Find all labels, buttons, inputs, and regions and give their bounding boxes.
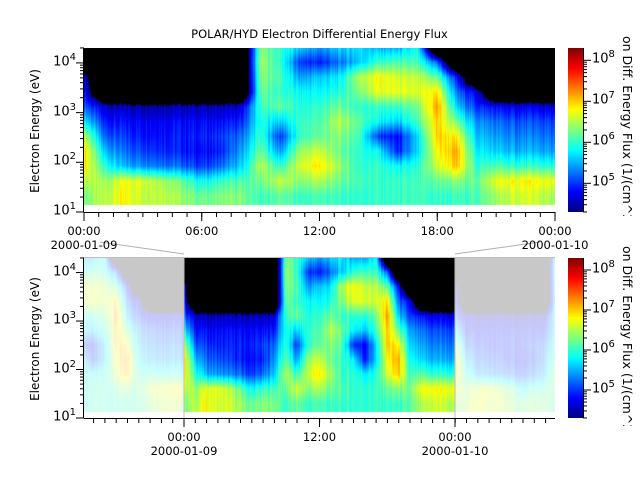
x-tick-time: 00:00: [67, 224, 101, 238]
context-connector-right: [454, 241, 541, 255]
tick-exponent: 2: [69, 358, 76, 370]
tick-exponent: 5: [608, 172, 615, 184]
tick-exponent: 7: [608, 299, 615, 310]
y-tick-label: 104: [26, 262, 76, 279]
tick-exponent: 1: [69, 407, 76, 418]
x-tick-time: 00:00: [438, 430, 472, 444]
x-tick-label: 06:00: [162, 224, 242, 238]
x-tick-label: 00:00 2000-01-10: [415, 430, 495, 458]
x-tick-label: 00:00 2000-01-10: [515, 224, 595, 252]
tick-base: 10: [53, 54, 70, 70]
context-connector-left: [99, 241, 185, 255]
x-tick-time: 12:00: [302, 224, 337, 238]
tick-base: 10: [592, 92, 609, 108]
x-tick-label: 00:00 2000-01-09: [44, 224, 124, 252]
colorbar-bottom: [568, 258, 583, 418]
spectrogram-bottom: [84, 258, 555, 418]
colorbar-label-bottom: on Diff. Energy Flux (1/(cm^2: [620, 246, 638, 426]
x-tick-label: 12:00: [280, 430, 360, 444]
tick-exponent: 3: [69, 310, 76, 322]
tick-base: 10: [592, 261, 609, 277]
x-tick-time: 12:00: [302, 430, 337, 444]
colorbar-tick-label: 108: [592, 259, 615, 276]
tick-base: 10: [53, 360, 70, 376]
tick-base: 10: [592, 174, 609, 190]
colorbar-tick-label: 106: [592, 339, 615, 356]
x-tick-date: 2000-01-09: [150, 444, 218, 458]
y-tick-label: 103: [26, 310, 76, 327]
x-tick-time: 18:00: [420, 224, 454, 238]
tick-base: 10: [53, 103, 70, 119]
colorbar-tick-label: 105: [592, 379, 615, 396]
colorbar-tick-label: 105: [592, 172, 615, 189]
tick-exponent: 4: [69, 51, 76, 63]
tick-base: 10: [592, 381, 609, 397]
tick-exponent: 1: [69, 201, 76, 212]
tick-exponent: 2: [69, 151, 76, 163]
tick-base: 10: [53, 312, 70, 328]
colorbar-label-text: on Diff. Energy Flux (1/(cm^2: [620, 36, 635, 216]
x-tick-date: 2000-01-09: [50, 238, 118, 252]
x-tick-date: 2000-01-10: [521, 238, 589, 252]
y-tick-label: 103: [26, 102, 76, 119]
y-tick-label: 102: [26, 359, 76, 376]
colorbar-tick-label: 107: [592, 90, 615, 107]
tick-exponent: 5: [608, 379, 615, 390]
tick-base: 10: [53, 409, 70, 425]
tick-exponent: 4: [69, 261, 76, 273]
x-tick-label: 00:00 2000-01-09: [144, 430, 224, 458]
tick-exponent: 3: [69, 101, 76, 113]
tick-base: 10: [53, 203, 70, 219]
y-tick-label: 102: [26, 151, 76, 168]
tick-exponent: 6: [608, 131, 615, 143]
x-tick-time: 00:00: [167, 430, 201, 444]
colorbar-tick-label: 106: [592, 131, 615, 148]
tick-base: 10: [53, 153, 70, 169]
tick-exponent: 8: [608, 49, 615, 61]
tick-exponent: 6: [608, 339, 615, 350]
chart-title: POLAR/HYD Electron Differential Energy F…: [191, 27, 448, 41]
colorbar-label-top: on Diff. Energy Flux (1/(cm^2: [620, 36, 638, 216]
x-tick-time: 06:00: [185, 224, 219, 238]
x-tick-date: 2000-01-10: [421, 444, 489, 458]
tick-base: 10: [592, 133, 609, 149]
colorbar-tick-label: 107: [592, 299, 615, 316]
tick-base: 10: [592, 301, 609, 317]
colorbar-label-text: on Diff. Energy Flux (1/(cm^2: [620, 246, 635, 426]
tick-base: 10: [53, 263, 70, 279]
x-tick-time: 00:00: [538, 224, 572, 238]
y-tick-label: 101: [26, 407, 76, 424]
spectrogram-top: [84, 48, 555, 212]
x-tick-label: 18:00: [397, 224, 477, 238]
tick-exponent: 7: [608, 90, 615, 102]
colorbar-tick-label: 108: [592, 49, 615, 66]
x-tick-label: 12:00: [280, 224, 360, 238]
y-tick-label: 104: [26, 52, 76, 69]
tick-exponent: 8: [608, 259, 615, 270]
tick-base: 10: [592, 341, 609, 357]
tick-base: 10: [592, 51, 609, 67]
y-tick-label: 101: [26, 201, 76, 218]
colorbar-top: [568, 48, 583, 212]
